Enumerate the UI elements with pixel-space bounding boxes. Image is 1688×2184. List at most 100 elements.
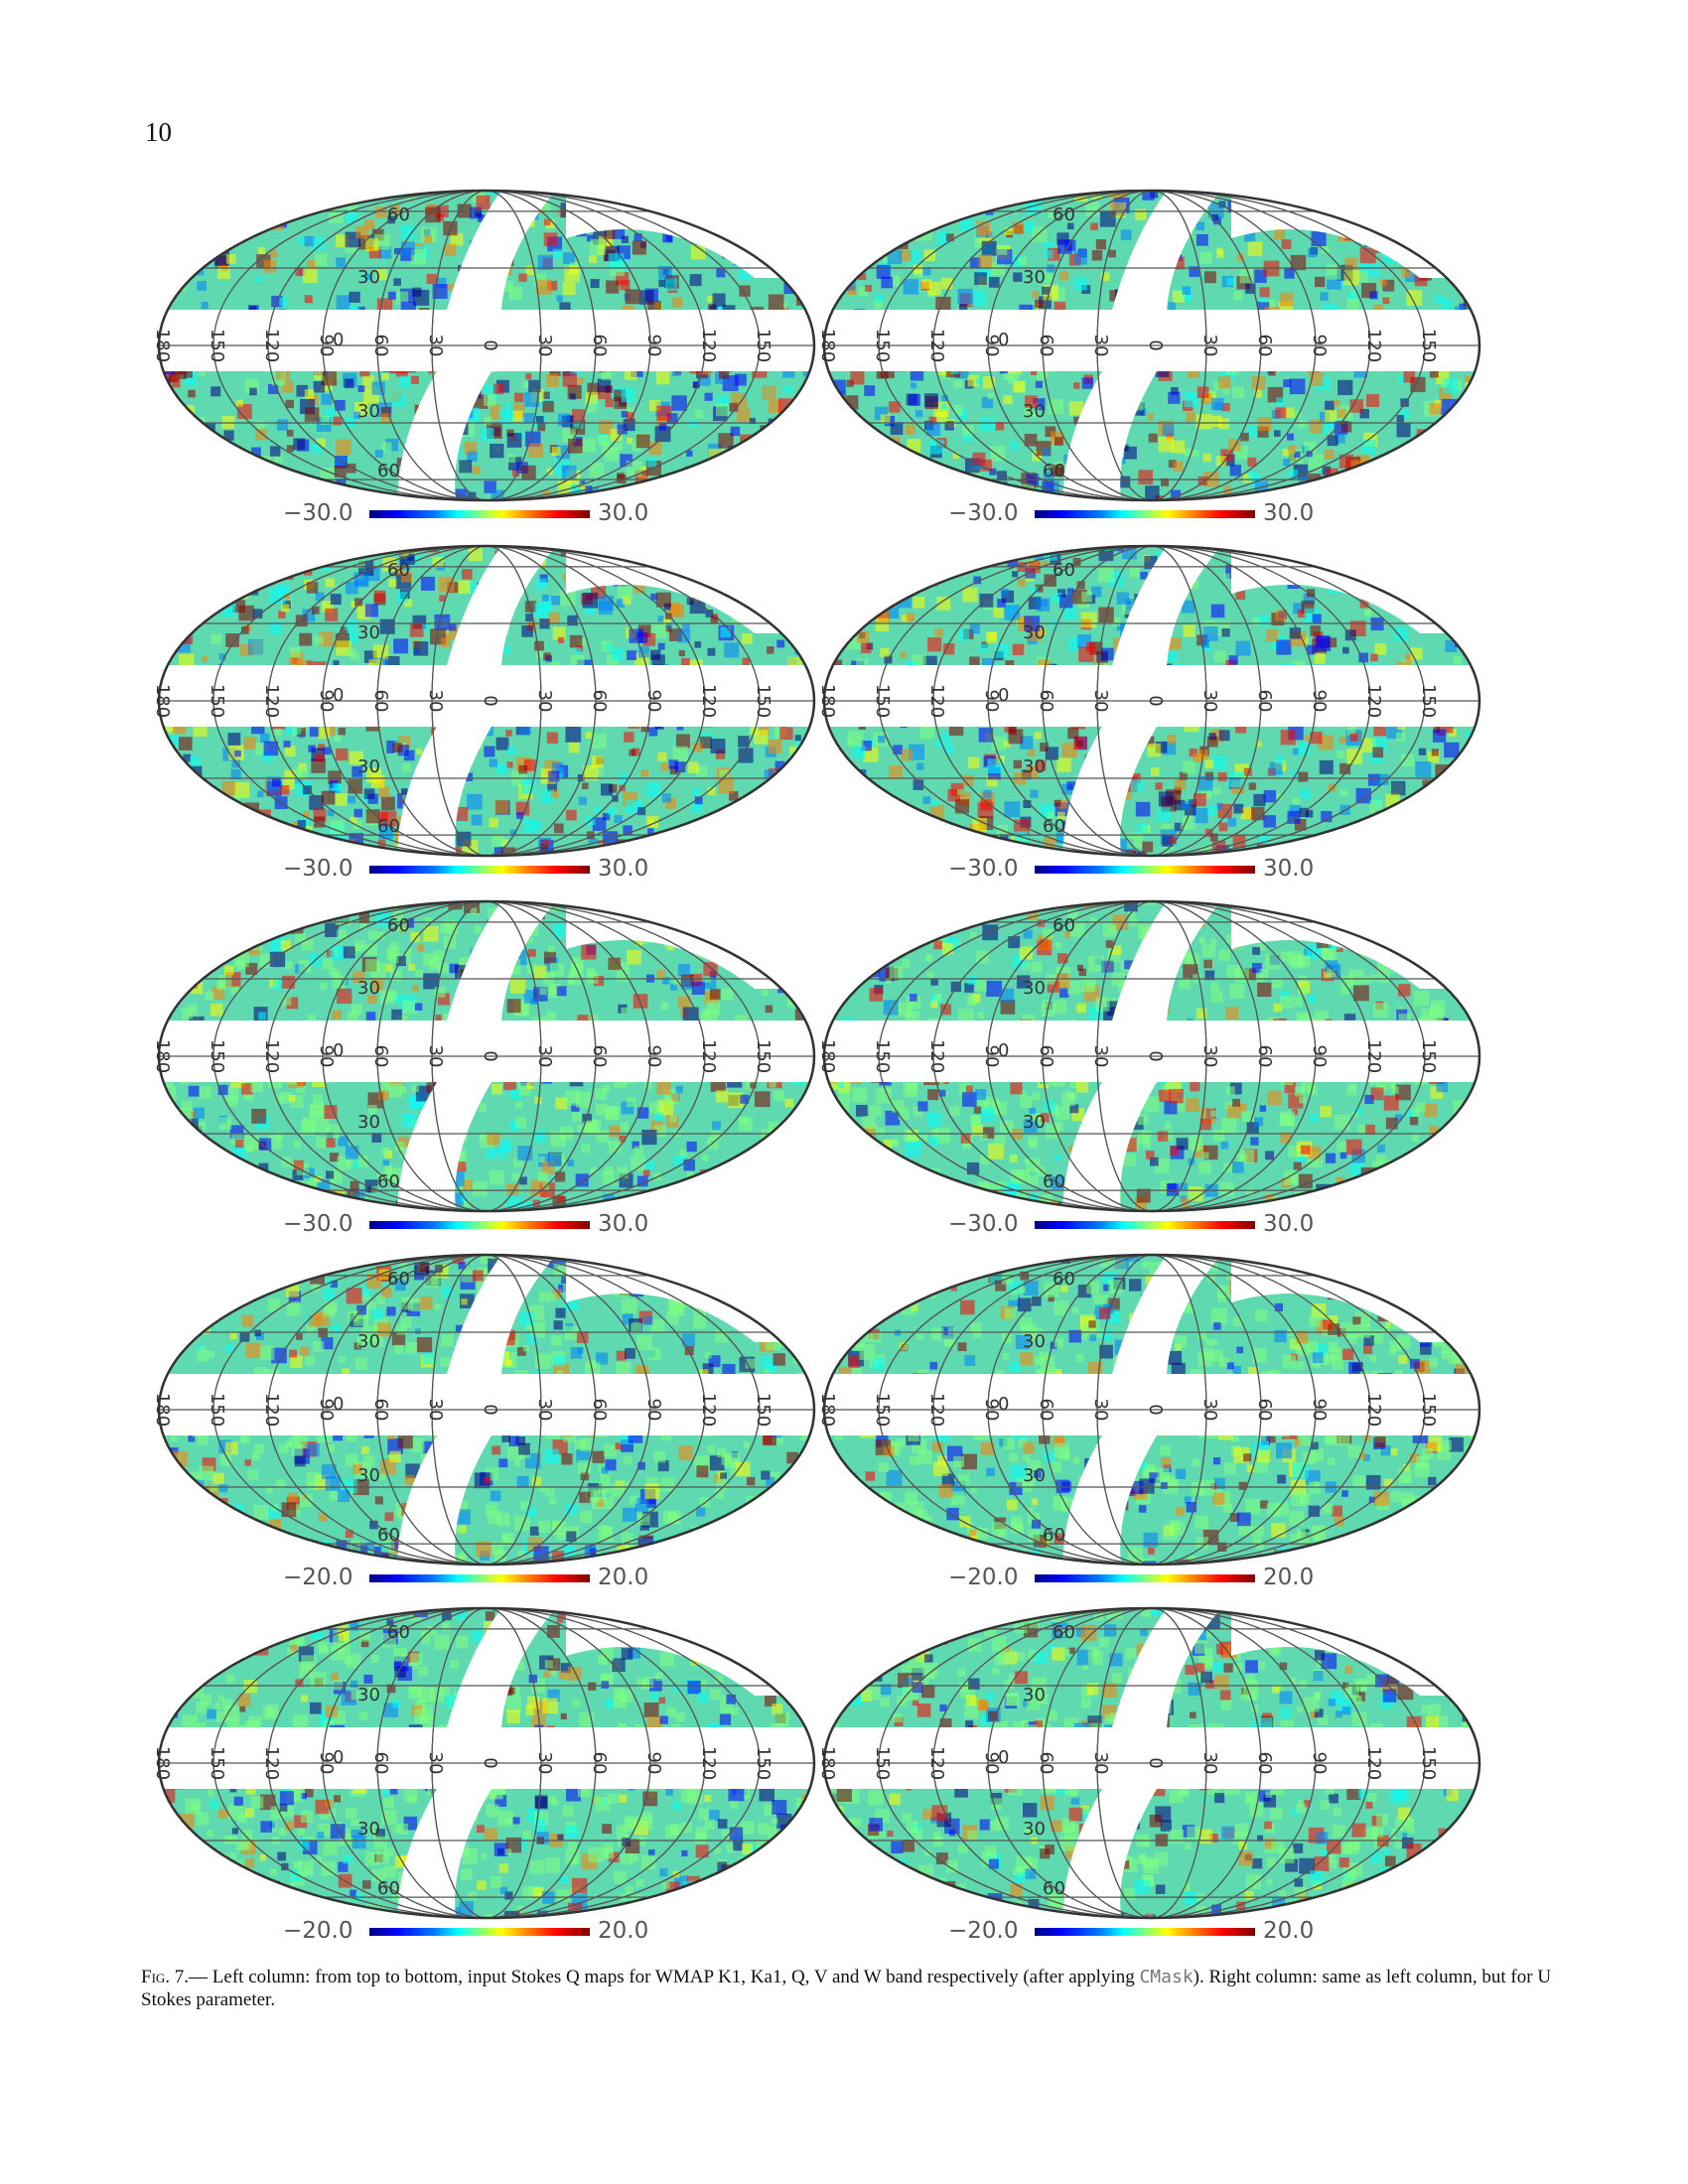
longitude-label: 60 (1254, 1045, 1275, 1068)
longitude-label: 30 (534, 690, 555, 713)
colorbar-min-label: −30.0 (283, 500, 353, 526)
longitude-label: 0 (480, 340, 500, 350)
longitude-label: 120 (1363, 329, 1384, 362)
colorbar (369, 510, 590, 518)
mollweide-map: 180 150 120 90 60 30 0 30 60 90 120 150 60 30 0 30 60 (152, 1253, 816, 1567)
longitude-label: 60 (370, 335, 391, 357)
longitude-label: 30 (534, 1045, 555, 1068)
sky-map-panel-left-5: 180 150 120 90 60 30 0 30 60 90 120 150 60 30 0 30 60 −20… (149, 1596, 824, 1954)
longitude-label: 180 (817, 1746, 838, 1780)
latitude-label: 30 (1023, 1112, 1046, 1133)
longitude-label: 90 (316, 690, 337, 713)
longitude-label: 90 (981, 1752, 1002, 1775)
longitude-label: 60 (589, 690, 610, 713)
colorbar (369, 866, 590, 874)
longitude-label: 150 (1418, 1039, 1439, 1073)
colorbar-max-label: 30.0 (598, 1211, 649, 1237)
colorbar-min-label: −20.0 (948, 1918, 1019, 1944)
sky-map-panel-right-2: 180 150 120 90 60 30 0 30 60 90 120 150 60 30 0 30 60 −30… (814, 534, 1489, 891)
colorbar-max-label: 20.0 (598, 1918, 649, 1944)
colorbar-min-label: −30.0 (283, 856, 353, 882)
longitude-label: 60 (370, 690, 391, 713)
latitude-label: 60 (1043, 816, 1065, 837)
colorbar (369, 1574, 590, 1582)
caption-label: Fig. 7. (141, 1967, 190, 1987)
sky-map-panel-left-3: 180 150 120 90 60 30 0 30 60 90 120 150 60 30 0 30 60 −30… (149, 889, 824, 1247)
colorbar-min-label: −20.0 (283, 1918, 353, 1944)
latitude-label: 30 (357, 401, 380, 422)
longitude-label: 30 (534, 1399, 555, 1422)
latitude-label: 0 (998, 1747, 1009, 1768)
longitude-label: 90 (316, 1045, 337, 1068)
longitude-label: 150 (872, 329, 893, 362)
longitude-label: 60 (1254, 690, 1275, 713)
latitude-label: 30 (357, 1465, 380, 1486)
latitude-label: 0 (333, 685, 344, 706)
longitude-label: 90 (1309, 1045, 1330, 1068)
colorbar-max-label: 30.0 (1263, 500, 1315, 526)
sky-map-panel-right-5: 180 150 120 90 60 30 0 30 60 90 120 150 60 30 0 30 60 −20… (814, 1596, 1489, 1954)
sky-map-panel-left-2: 180 150 120 90 60 30 0 30 60 90 120 150 60 30 0 30 60 −30… (149, 534, 824, 891)
longitude-label: 60 (1036, 335, 1056, 357)
colorbar-max-label: 30.0 (598, 500, 649, 526)
latitude-label: 0 (998, 1394, 1009, 1415)
colorbar-max-label: 20.0 (598, 1565, 649, 1590)
longitude-label: 150 (753, 1039, 774, 1073)
longitude-label: 120 (261, 1393, 282, 1427)
longitude-label: 90 (981, 1399, 1002, 1422)
longitude-label: 60 (1036, 1045, 1056, 1068)
mollweide-map: 180 150 120 90 60 30 0 30 60 90 120 150 60 30 0 30 60 (152, 899, 816, 1213)
colorbar-max-label: 20.0 (1263, 1918, 1315, 1944)
colorbar (369, 1221, 590, 1229)
latitude-label: 60 (1053, 915, 1075, 936)
longitude-label: 120 (926, 1746, 947, 1780)
longitude-label: 0 (1145, 1404, 1166, 1415)
latitude-label: 0 (998, 330, 1009, 350)
latitude-label: 0 (333, 330, 344, 350)
longitude-label: 90 (1309, 1399, 1330, 1422)
longitude-label: 150 (207, 684, 227, 718)
latitude-label: 30 (1023, 1331, 1046, 1352)
longitude-label: 180 (152, 1039, 173, 1073)
longitude-label: 30 (534, 1752, 555, 1775)
longitude-label: 0 (1145, 340, 1166, 350)
colorbar-max-label: 30.0 (1263, 856, 1315, 882)
longitude-label: 150 (872, 1746, 893, 1780)
latitude-label: 60 (387, 560, 410, 581)
longitude-label: 30 (1090, 1399, 1111, 1422)
longitude-label: 120 (1363, 1039, 1384, 1073)
latitude-label: 30 (357, 1112, 380, 1133)
longitude-label: 30 (425, 690, 446, 713)
longitude-label: 0 (480, 1050, 500, 1061)
sky-map-panel-left-1: 180 150 120 90 60 30 0 30 60 90 120 150 60 30 0 30 60 −30… (149, 179, 824, 536)
longitude-label: 150 (207, 329, 227, 362)
longitude-label: 90 (643, 1045, 664, 1068)
longitude-label: 150 (872, 1393, 893, 1427)
longitude-label: 30 (425, 1399, 446, 1422)
colorbar-max-label: 20.0 (1263, 1565, 1315, 1590)
longitude-label: 150 (1418, 1746, 1439, 1780)
colorbar (1035, 510, 1255, 518)
longitude-label: 180 (817, 684, 838, 718)
longitude-label: 150 (872, 684, 893, 718)
longitude-label: 30 (1090, 1045, 1111, 1068)
longitude-label: 120 (261, 329, 282, 362)
longitude-label: 180 (817, 1039, 838, 1073)
longitude-label: 90 (981, 1045, 1002, 1068)
latitude-label: 30 (357, 622, 380, 643)
mollweide-map: 180 150 120 90 60 30 0 30 60 90 120 150 60 30 0 30 60 (817, 1253, 1481, 1567)
longitude-label: 30 (1199, 1752, 1220, 1775)
longitude-label: 180 (817, 329, 838, 362)
latitude-label: 60 (377, 1525, 400, 1546)
longitude-label: 30 (1199, 1045, 1220, 1068)
longitude-label: 90 (643, 1399, 664, 1422)
latitude-label: 60 (377, 816, 400, 837)
longitude-label: 120 (261, 684, 282, 718)
latitude-label: 60 (377, 461, 400, 481)
latitude-label: 60 (377, 1878, 400, 1899)
longitude-label: 150 (207, 1393, 227, 1427)
latitude-label: 30 (1023, 267, 1046, 288)
longitude-label: 90 (316, 1752, 337, 1775)
longitude-label: 120 (926, 1039, 947, 1073)
longitude-label: 30 (1199, 1399, 1220, 1422)
